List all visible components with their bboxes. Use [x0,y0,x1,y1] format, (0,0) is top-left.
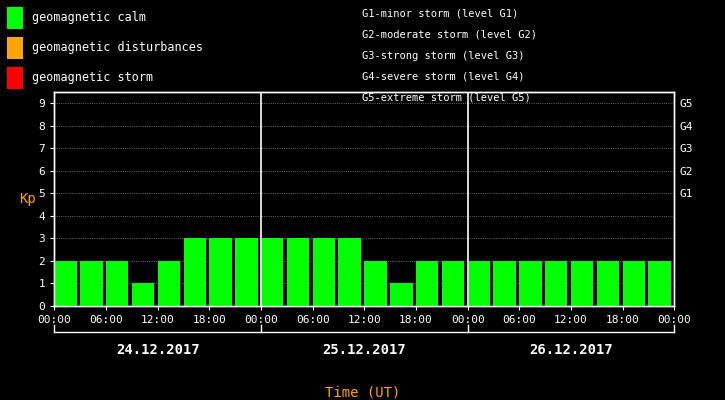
Bar [416,261,439,306]
Bar [312,238,335,306]
Text: geomagnetic calm: geomagnetic calm [32,12,146,24]
Text: geomagnetic disturbances: geomagnetic disturbances [32,42,203,54]
Text: G1-minor storm (level G1): G1-minor storm (level G1) [362,9,519,19]
Text: G2-moderate storm (level G2): G2-moderate storm (level G2) [362,30,537,40]
Bar [648,261,671,306]
Bar [54,261,77,306]
Bar [210,238,232,306]
Text: 25.12.2017: 25.12.2017 [323,343,406,357]
Text: geomagnetic storm: geomagnetic storm [32,72,153,84]
Bar [235,238,257,306]
Text: 24.12.2017: 24.12.2017 [116,343,199,357]
Bar [545,261,568,306]
Bar [106,261,128,306]
Bar [261,238,283,306]
Bar [442,261,464,306]
Bar [390,284,413,306]
Bar [364,261,386,306]
Text: G3-strong storm (level G3): G3-strong storm (level G3) [362,51,525,61]
Bar [623,261,645,306]
Bar [157,261,180,306]
Bar [571,261,593,306]
Bar [339,238,361,306]
Text: G4-severe storm (level G4): G4-severe storm (level G4) [362,72,525,82]
Bar [597,261,619,306]
Bar [183,238,206,306]
Y-axis label: Kp: Kp [19,192,36,206]
Bar [80,261,103,306]
Bar [468,261,490,306]
Text: 26.12.2017: 26.12.2017 [529,343,613,357]
Bar [132,284,154,306]
Text: G5-extreme storm (level G5): G5-extreme storm (level G5) [362,92,531,102]
Text: Time (UT): Time (UT) [325,385,400,399]
Bar [494,261,515,306]
Bar [519,261,542,306]
Bar [287,238,309,306]
